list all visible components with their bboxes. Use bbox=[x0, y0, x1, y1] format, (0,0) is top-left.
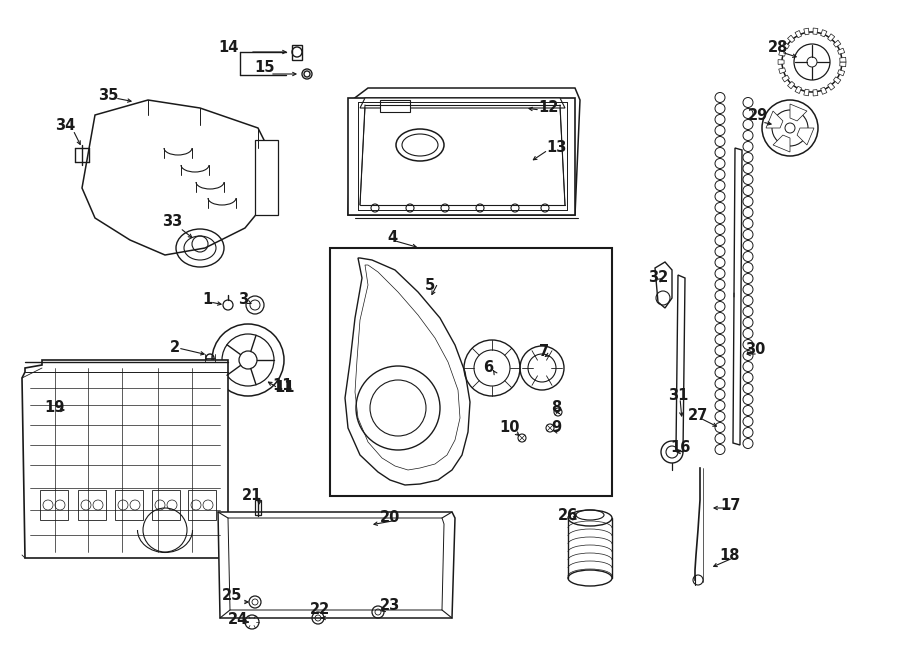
Polygon shape bbox=[821, 30, 827, 37]
Text: 13: 13 bbox=[545, 141, 566, 155]
Text: 28: 28 bbox=[768, 40, 788, 56]
Polygon shape bbox=[813, 90, 818, 96]
Text: 20: 20 bbox=[380, 510, 400, 525]
Text: 14: 14 bbox=[218, 40, 238, 56]
Polygon shape bbox=[348, 98, 575, 215]
Text: 32: 32 bbox=[648, 270, 668, 286]
Polygon shape bbox=[78, 490, 106, 520]
Polygon shape bbox=[778, 50, 786, 56]
Polygon shape bbox=[821, 87, 827, 95]
Polygon shape bbox=[773, 135, 790, 152]
Text: 10: 10 bbox=[500, 420, 520, 436]
Polygon shape bbox=[766, 111, 783, 128]
Text: 11: 11 bbox=[274, 381, 295, 395]
Polygon shape bbox=[228, 518, 444, 610]
Text: 21: 21 bbox=[242, 488, 262, 502]
Polygon shape bbox=[795, 86, 802, 93]
Polygon shape bbox=[838, 48, 845, 54]
Text: 7: 7 bbox=[539, 344, 549, 360]
Polygon shape bbox=[804, 89, 809, 96]
Polygon shape bbox=[255, 140, 278, 215]
Polygon shape bbox=[797, 128, 814, 145]
Polygon shape bbox=[838, 69, 845, 76]
Polygon shape bbox=[804, 28, 809, 35]
Polygon shape bbox=[782, 42, 789, 49]
Text: 23: 23 bbox=[380, 598, 400, 613]
Text: 8: 8 bbox=[551, 401, 561, 416]
Polygon shape bbox=[360, 98, 565, 108]
Polygon shape bbox=[292, 45, 302, 60]
Text: 4: 4 bbox=[387, 231, 397, 245]
Text: 29: 29 bbox=[748, 108, 768, 122]
Polygon shape bbox=[788, 35, 795, 42]
Polygon shape bbox=[380, 100, 410, 112]
Text: 2: 2 bbox=[170, 340, 180, 356]
Text: 19: 19 bbox=[45, 401, 65, 416]
Polygon shape bbox=[40, 490, 68, 520]
Polygon shape bbox=[795, 30, 802, 38]
Polygon shape bbox=[655, 262, 672, 308]
Text: 24: 24 bbox=[228, 613, 248, 627]
Polygon shape bbox=[22, 360, 228, 558]
Text: 12: 12 bbox=[538, 100, 558, 116]
Polygon shape bbox=[828, 83, 835, 90]
Polygon shape bbox=[218, 512, 455, 618]
Polygon shape bbox=[778, 59, 784, 64]
Text: 9: 9 bbox=[551, 420, 561, 436]
Text: 35: 35 bbox=[98, 87, 118, 102]
Polygon shape bbox=[788, 81, 795, 89]
Polygon shape bbox=[828, 34, 835, 41]
Text: 5: 5 bbox=[425, 278, 435, 293]
Text: 31: 31 bbox=[668, 387, 688, 403]
Polygon shape bbox=[82, 100, 275, 255]
Polygon shape bbox=[348, 88, 580, 215]
Polygon shape bbox=[188, 490, 216, 520]
Text: 16: 16 bbox=[670, 440, 690, 455]
Text: 11: 11 bbox=[273, 377, 293, 393]
Text: 26: 26 bbox=[558, 508, 578, 522]
Text: 30: 30 bbox=[745, 342, 765, 358]
Polygon shape bbox=[782, 75, 789, 82]
Polygon shape bbox=[345, 258, 470, 485]
Bar bbox=[330, 248, 612, 496]
Polygon shape bbox=[833, 40, 841, 47]
Bar bbox=[255, 500, 261, 515]
Polygon shape bbox=[115, 490, 143, 520]
Text: 3: 3 bbox=[238, 293, 248, 307]
Text: 34: 34 bbox=[55, 118, 75, 132]
Polygon shape bbox=[840, 58, 846, 62]
Text: 6: 6 bbox=[483, 360, 493, 375]
Text: 17: 17 bbox=[720, 498, 740, 512]
Text: 27: 27 bbox=[688, 407, 708, 422]
Polygon shape bbox=[152, 490, 180, 520]
Text: 33: 33 bbox=[162, 215, 182, 229]
Polygon shape bbox=[676, 275, 685, 452]
Text: 1: 1 bbox=[202, 293, 212, 307]
Polygon shape bbox=[778, 68, 786, 73]
Text: 18: 18 bbox=[720, 547, 740, 563]
Text: 22: 22 bbox=[310, 602, 330, 617]
Polygon shape bbox=[790, 104, 807, 121]
Polygon shape bbox=[840, 62, 846, 67]
Text: 25: 25 bbox=[221, 588, 242, 602]
Text: 15: 15 bbox=[255, 61, 275, 75]
Polygon shape bbox=[733, 148, 742, 445]
Polygon shape bbox=[813, 28, 818, 34]
Polygon shape bbox=[833, 77, 841, 84]
